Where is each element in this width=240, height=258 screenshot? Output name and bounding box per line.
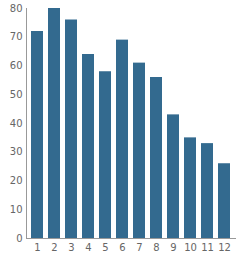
svg-text:30: 30 (10, 146, 23, 157)
svg-text:70: 70 (10, 31, 23, 42)
svg-text:10: 10 (10, 204, 23, 215)
svg-text:80: 80 (10, 3, 23, 14)
svg-text:20: 20 (10, 175, 23, 186)
svg-text:2: 2 (51, 242, 57, 253)
svg-text:6: 6 (119, 242, 125, 253)
svg-text:9: 9 (170, 242, 176, 253)
svg-text:50: 50 (10, 89, 23, 100)
svg-text:12: 12 (218, 242, 231, 253)
svg-text:3: 3 (68, 242, 74, 253)
svg-text:10: 10 (184, 242, 197, 253)
svg-text:0: 0 (16, 233, 22, 244)
svg-text:8: 8 (153, 242, 159, 253)
svg-text:7: 7 (136, 242, 142, 253)
svg-text:5: 5 (102, 242, 108, 253)
svg-text:4: 4 (85, 242, 91, 253)
svg-text:40: 40 (10, 118, 23, 129)
svg-text:11: 11 (201, 242, 214, 253)
svg-text:1: 1 (34, 242, 40, 253)
svg-text:60: 60 (10, 60, 23, 71)
